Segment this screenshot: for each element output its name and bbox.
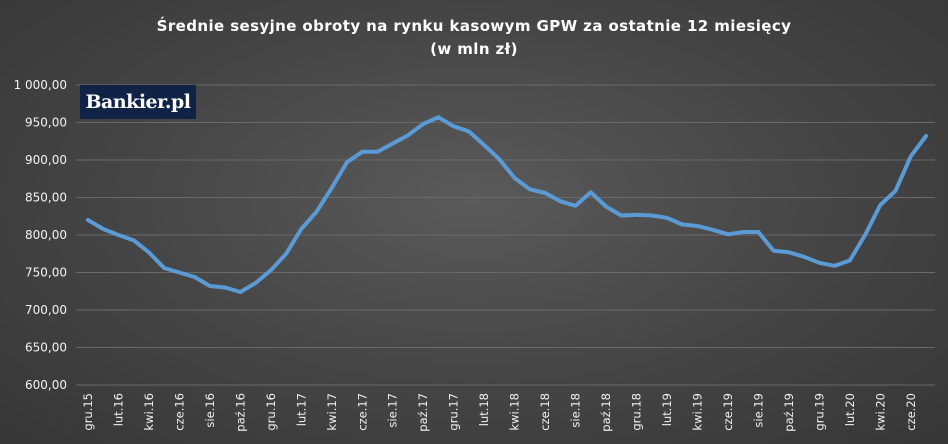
x-tick-label: sie.19 — [751, 393, 765, 428]
x-tick-label: lut.18 — [477, 393, 491, 426]
x-tick-label: gru.16 — [264, 393, 278, 431]
x-tick-label: cze.18 — [538, 393, 552, 431]
x-tick-label: lut.20 — [843, 393, 857, 426]
chart-title-line-2: (w mln zł) — [430, 40, 518, 58]
y-tick-label: 900,00 — [25, 153, 67, 167]
y-tick-label: 850,00 — [25, 191, 67, 205]
x-tick-label: gru.18 — [630, 393, 644, 431]
bankier-logo: Bankier.pl — [80, 85, 196, 119]
grid-lines — [76, 84, 935, 386]
y-tick-label: 600,00 — [25, 378, 67, 392]
series-layer — [86, 115, 928, 294]
x-tick-label: cze.19 — [721, 393, 735, 431]
x-tick-label: gru.19 — [812, 393, 826, 431]
x-axis-tick-labels: gru.15 lut.16 kwi.16 cze.16 sie.16 paź.16 gru.… — [81, 393, 918, 432]
y-tick-label: 1 000,00 — [14, 78, 67, 92]
y-tick-label: 800,00 — [25, 228, 67, 242]
x-tick-label: lut.19 — [660, 393, 674, 426]
y-tick-label: 750,00 — [25, 266, 67, 280]
x-tick-label: lut.16 — [111, 393, 125, 426]
x-tick-label: kwi.16 — [142, 393, 156, 431]
x-tick-label: paź.18 — [599, 393, 613, 432]
x-tick-label: cze.20 — [904, 393, 918, 431]
y-tick-label: 700,00 — [25, 303, 67, 317]
x-tick-label: sie.17 — [386, 393, 400, 428]
x-tick-label: sie.16 — [203, 393, 217, 428]
x-tick-label: gru.15 — [81, 393, 95, 431]
y-tick-label: 650,00 — [25, 341, 67, 355]
x-tick-label: kwi.20 — [873, 393, 887, 431]
x-tick-label: kwi.18 — [508, 393, 522, 431]
x-tick-label: kwi.19 — [690, 393, 704, 431]
logo-text: Bankier.pl — [85, 91, 191, 113]
y-tick-label: 950,00 — [25, 116, 67, 130]
x-tick-label: gru.17 — [447, 393, 461, 431]
series-line — [86, 115, 928, 294]
x-tick-label: sie.18 — [569, 393, 583, 428]
x-tick-label: cze.17 — [355, 393, 369, 431]
x-tick-label: paź.16 — [233, 393, 247, 432]
x-tick-label: cze.16 — [172, 393, 186, 431]
x-tick-label: lut.17 — [294, 393, 308, 426]
x-tick-label: paź.19 — [782, 393, 796, 432]
x-tick-label: paź.17 — [416, 393, 430, 432]
chart-title-line-1: Średnie sesyjne obroty na rynku kasowym … — [157, 16, 792, 35]
x-tick-label: kwi.17 — [325, 393, 339, 431]
y-axis-tick-labels: 600,00 650,00 700,00 750,00 800,00 850,00 900,… — [14, 78, 67, 392]
